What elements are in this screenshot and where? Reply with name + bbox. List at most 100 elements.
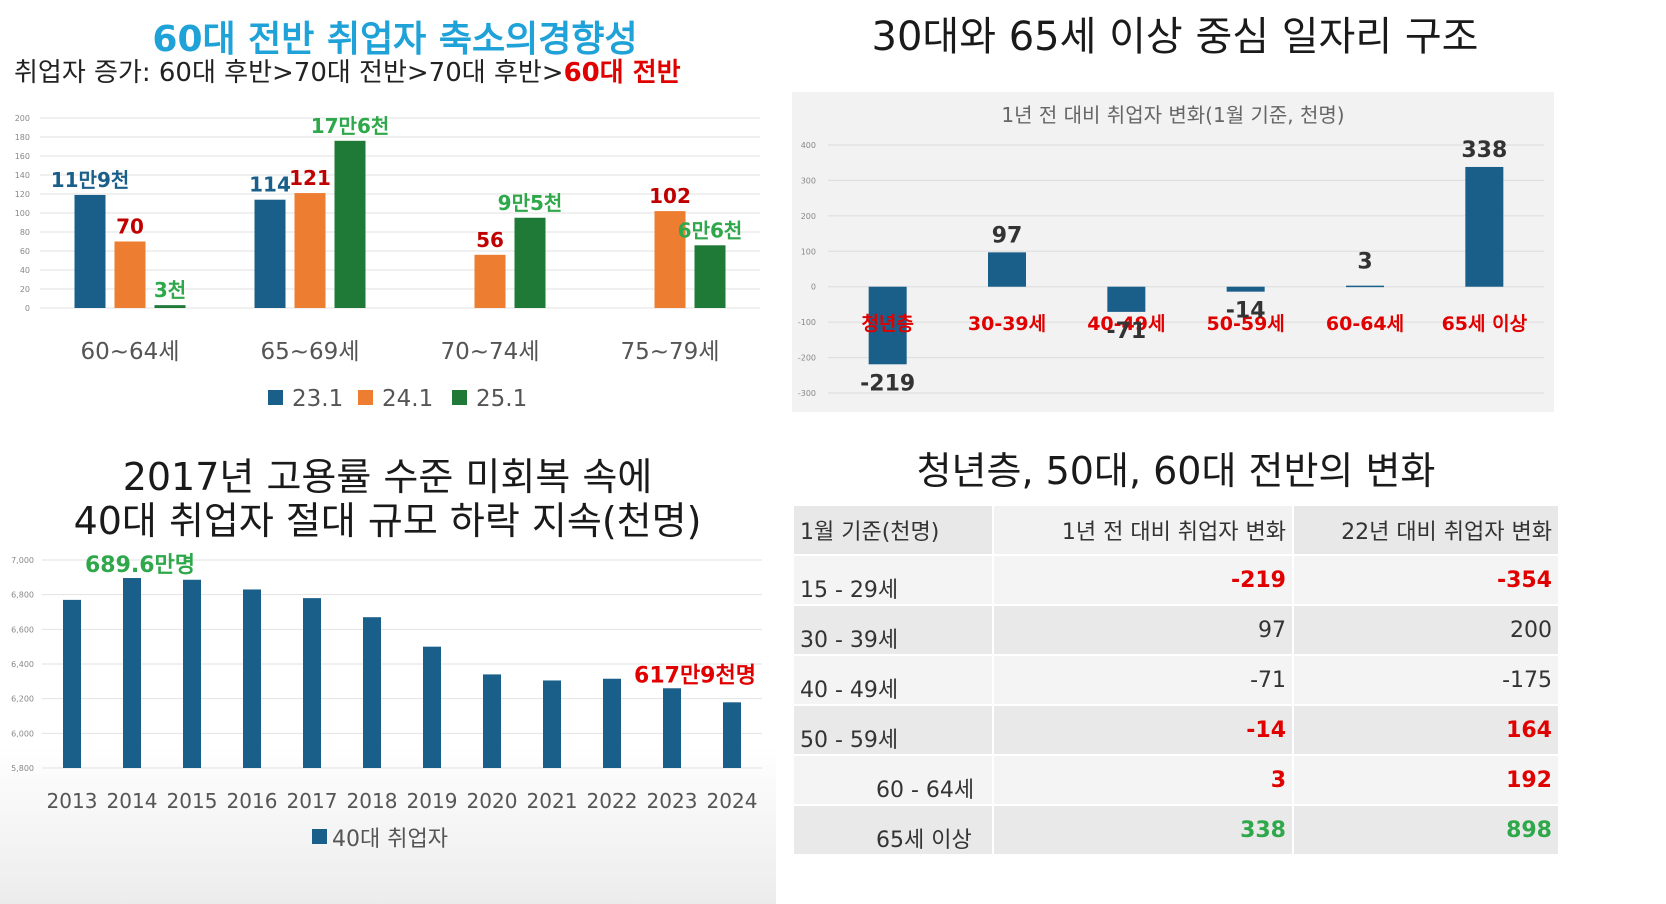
x-tick-label: 2014 [107,789,158,813]
row-since22-value: 200 [1510,617,1552,643]
data-label: 9만5천 [498,191,563,215]
table-row: 65세 이상 338 898 [794,805,1558,855]
row-label: 40 - 49세 [794,655,994,705]
table-header-row: 1월 기준(천명) 1년 전 대비 취업자 변화 22년 대비 취업자 변화 [794,506,1558,555]
data-label: 17만6천 [311,114,390,138]
row-yoy-value: -219 [993,555,1294,605]
data-label: 3 [1357,250,1372,275]
bar-24.1-70~74세 [474,254,506,308]
bar-24.1-65~69세 [294,193,326,308]
y-tick-label: 5,800 [11,764,34,773]
row-label: 65세 이상 [794,805,994,855]
row-label: 50 - 59세 [794,705,994,755]
bar-50-59세 [1226,286,1265,292]
change-table: 1월 기준(천명) 1년 전 대비 취업자 변화 22년 대비 취업자 변화 1… [794,506,1558,856]
y-tick-label: -300 [798,389,816,398]
row-yoy-value: -14 [993,705,1294,755]
x-tick-label: 50-59세 [1207,313,1285,335]
y-tick-label: 120 [15,190,30,199]
y-tick-label: 0 [25,304,30,313]
table-row: 15 - 29세 -219 -354 [794,555,1558,605]
panel1-subtitle: 취업자 증가: 60대 후반>70대 전반>70대 후반>60대 전반 [14,52,681,89]
x-tick-label: 60-64세 [1326,313,1404,335]
y-tick-label: 7,000 [11,556,34,565]
x-tick-label: 65~69세 [261,339,360,365]
table-body: 15 - 29세 -219 -354 30 - 39세 97 200 40 - 49세 -71… [794,555,1558,855]
y-tick-label: 6,800 [11,591,34,600]
data-label: 114 [249,173,291,197]
y-tick-label: -100 [798,318,816,327]
annotation-latest: 617만9천명 [634,663,756,688]
y-tick-label: 140 [15,171,30,180]
y-tick-label: 80 [20,228,30,237]
legend-swatch [268,390,283,405]
x-tick-label: 30-39세 [968,313,1046,335]
x-tick-label: 2017 [287,789,338,813]
y-tick-label: 400 [801,141,816,150]
chart-yoy-change-bars: 1년 전 대비 취업자 변화(1월 기준, 천명) 400 300 200 100 0 -1… [798,103,1544,398]
bar-23.1-60~64세 [74,194,106,308]
legend-label: 40대 취업자 [332,827,448,852]
bar-2015 [183,579,201,768]
bar-2022 [603,678,621,768]
data-label: 6만6천 [678,218,743,242]
data-label: 102 [649,184,691,208]
bar-2019 [423,646,441,768]
x-tick-label: 2013 [47,789,98,813]
x-tick-label: 40-49세 [1087,313,1165,335]
bar-65세 이상 [1465,166,1504,287]
bar-2021 [543,680,561,768]
y-tick-label: 100 [15,209,30,218]
y-tick-label: 200 [801,212,816,221]
panel3-title-line2: 40대 취업자 절대 규모 하락 지속(천명) [73,499,702,543]
y-tick-label: 0 [811,283,816,292]
legend-swatch [358,390,373,405]
legend-swatch [312,829,327,844]
x-tick-label: 2016 [227,789,278,813]
chart-40s-employed-bars: 7,000 6,800 6,600 6,400 6,200 6,000 5,800 2013 2… [11,553,762,852]
panel-job-structure: 30대와 65세 이상 중심 일자리 구조 1년 전 대비 취업자 변화(1월 … [790,0,1666,420]
row-since22-value: 192 [1506,767,1552,793]
row-label: 60 - 64세 [794,755,994,805]
subtitle-highlight: 60대 전반 [563,58,681,88]
table-row: 40 - 49세 -71 -175 [794,655,1558,705]
panel-change-table: 청년층, 50대, 60대 전반의 변화 1월 기준(천명) 1년 전 대비 취… [790,430,1666,904]
row-label: 15 - 29세 [794,555,994,605]
row-since22-value: 164 [1506,717,1552,743]
x-tick-label: 2015 [167,789,218,813]
y-tick-label: 6,200 [11,695,34,704]
panel3-title-line1: 2017년 고용률 수준 미회복 속에 [122,455,653,499]
row-since22-value: -175 [1502,667,1552,693]
legend-label: 24.1 [382,386,433,412]
bar-40-49세 [1107,286,1146,312]
bar-25.1-70~74세 [514,217,546,308]
y-tick-label: 180 [15,133,30,142]
x-tick-label: 2024 [707,789,758,813]
bar-25.1-65~69세 [334,140,366,308]
y-tick-label: 20 [20,285,30,294]
bar-25.1-60~64세 [154,305,186,308]
table-row: 30 - 39세 97 200 [794,605,1558,655]
data-label: 97 [992,223,1023,248]
panel-40s-employment: 2017년 고용률 수준 미회복 속에 40대 취업자 절대 규모 하락 지속(… [0,440,790,904]
panel4-title: 청년층, 50대, 60대 전반의 변화 [916,449,1436,493]
x-tick-label: 2020 [467,789,518,813]
table-header-period: 1월 기준(천명) [794,506,994,555]
data-label: 56 [476,228,504,252]
row-yoy-value: 3 [993,755,1294,805]
x-tick-label: 70~74세 [441,339,540,365]
x-tick-label: 2021 [527,789,578,813]
bar-2013 [63,599,81,768]
y-tick-label: -200 [798,354,816,363]
data-label: -71 [1106,319,1146,344]
bar-2024 [723,702,741,768]
x-tick-label: 2019 [407,789,458,813]
bar-2020 [483,674,501,768]
y-tick-label: 100 [801,247,816,256]
chart2-title: 1년 전 대비 취업자 변화(1월 기준, 천명) [1001,103,1344,127]
row-label: 30 - 39세 [794,605,994,655]
bar-25.1-75~79세 [694,245,726,308]
bar-60-64세 [1346,285,1384,288]
bar-24.1-60~64세 [114,241,146,308]
panel1-title: 60대 전반 취업자 축소의경향성 [152,19,638,60]
